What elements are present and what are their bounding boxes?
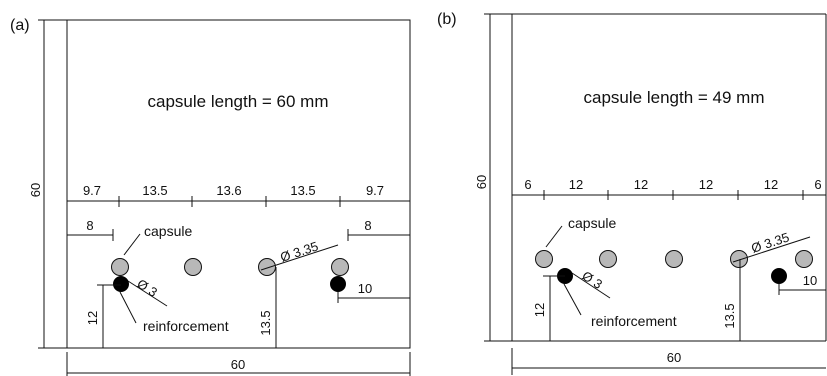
panel-b-capsule-label: capsule bbox=[568, 215, 616, 231]
panel-a-spacing-1: 9.7 bbox=[83, 183, 101, 198]
panel-b-section-outline bbox=[511, 13, 826, 342]
panel-a-capsule-height: 13.5 bbox=[258, 310, 273, 335]
panel-a-reinforcement-2 bbox=[330, 276, 346, 292]
panel-a-spacing-2: 13.5 bbox=[142, 183, 167, 198]
panel-b-label: (b) bbox=[437, 11, 457, 28]
panel-a-spacing-4: 13.5 bbox=[290, 183, 315, 198]
panel-b: (b) capsule length = 49 mm 6 12 12 12 12… bbox=[437, 11, 827, 375]
panel-b-spacing-5: 12 bbox=[764, 177, 778, 192]
panel-b-spacing-4: 12 bbox=[699, 177, 713, 192]
panel-b-capsule-diameter: Ø 3.35 bbox=[749, 230, 791, 256]
panel-b-reinforcement-2 bbox=[771, 268, 787, 284]
panel-b-spacing-2: 12 bbox=[569, 177, 583, 192]
panel-b-spacing-3: 12 bbox=[634, 177, 648, 192]
panel-a: (a) capsule length = 60 mm 9.7 13.5 13.6… bbox=[10, 17, 411, 376]
panel-a-spacing-3: 13.6 bbox=[216, 183, 241, 198]
panel-a-rein-height: 12 bbox=[85, 311, 100, 325]
panel-a-height-label: 60 bbox=[28, 183, 43, 197]
panel-a-width-label: 60 bbox=[231, 357, 245, 372]
panel-b-height-label: 60 bbox=[474, 175, 489, 189]
panel-b-rein-right-offset: 10 bbox=[803, 273, 817, 288]
panel-a-rein-diameter: Ø 3 bbox=[134, 276, 160, 300]
panel-a-left-offset: 8 bbox=[86, 218, 93, 233]
panel-a-capsule-diameter: Ø 3.35 bbox=[278, 239, 320, 265]
panel-a-reinforcement-label: reinforcement bbox=[143, 318, 229, 334]
panel-a-spacing-5: 9.7 bbox=[366, 183, 384, 198]
panel-a-capsule-1 bbox=[111, 258, 129, 276]
panel-b-capsule-height: 13.5 bbox=[722, 303, 737, 328]
panel-b-capsule-5 bbox=[795, 250, 813, 268]
panel-b-capsule-1 bbox=[535, 250, 553, 268]
panel-b-rein-height: 12 bbox=[532, 303, 547, 317]
panel-b-title: capsule length = 49 mm bbox=[584, 88, 765, 107]
panel-a-label: (a) bbox=[10, 17, 30, 34]
panel-b-rein-diameter: Ø 3 bbox=[579, 268, 605, 292]
panel-a-capsule-4 bbox=[331, 258, 349, 276]
panel-b-spacing-6: 6 bbox=[814, 177, 821, 192]
panel-a-section-outline bbox=[66, 19, 411, 349]
panel-b-width-label: 60 bbox=[667, 350, 681, 365]
panel-a-right-offset: 8 bbox=[364, 218, 371, 233]
panel-b-capsule-2 bbox=[599, 250, 617, 268]
panel-a-capsule-label: capsule bbox=[144, 223, 192, 239]
panel-a-title: capsule length = 60 mm bbox=[148, 92, 329, 111]
panel-a-rein-right-offset: 10 bbox=[358, 281, 372, 296]
panel-b-spacing-1: 6 bbox=[524, 177, 531, 192]
panel-b-capsule-4 bbox=[730, 250, 748, 268]
panel-a-capsule-2 bbox=[184, 258, 202, 276]
panel-b-reinforcement-label: reinforcement bbox=[591, 313, 677, 329]
panel-a-reinforcement-1 bbox=[113, 276, 129, 292]
panel-a-capsule-3 bbox=[258, 258, 276, 276]
panel-b-capsule-3 bbox=[665, 250, 683, 268]
